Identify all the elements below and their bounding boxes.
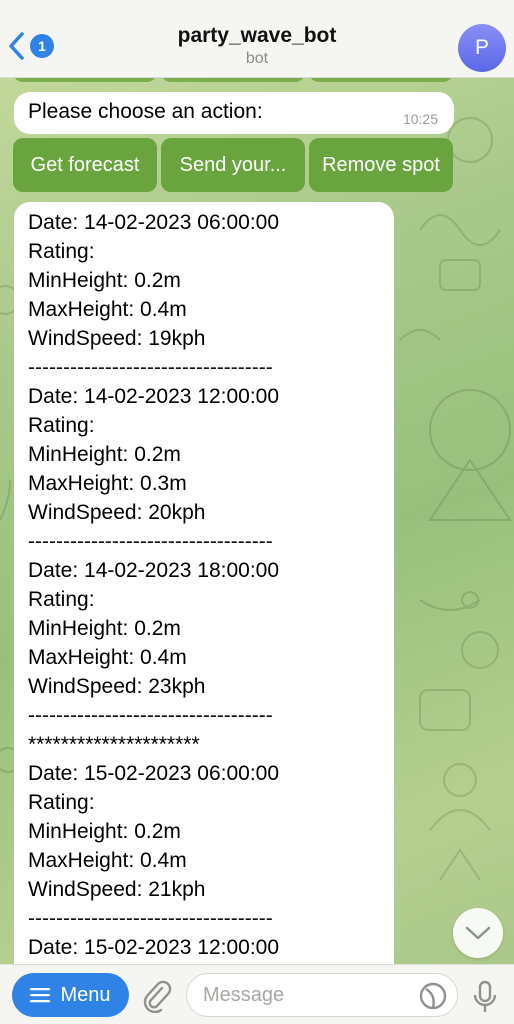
remove-spot-button[interactable]: Remove spot xyxy=(309,138,453,192)
forecast-line: MinHeight: 0.2m xyxy=(28,820,181,843)
message-text: Please choose an action: xyxy=(28,100,263,123)
chat-subtitle: bot xyxy=(245,50,269,67)
chat-title-area[interactable]: party_wave_bot bot xyxy=(100,24,414,68)
forecast-line: MinHeight: 0.2m xyxy=(28,269,181,292)
microphone-icon[interactable] xyxy=(470,979,500,1015)
get-forecast-button[interactable]: Get forecast xyxy=(13,138,157,192)
chat-title: party_wave_bot xyxy=(177,24,337,47)
forecast-line: MaxHeight: 0.3m xyxy=(28,472,187,495)
forecast-line: Date: 15-02-2023 06:00:00 xyxy=(28,762,280,785)
forecast-line: Date: 14-02-2023 18:00:00 xyxy=(28,559,280,582)
forecast-asterisk-divider: ********************* xyxy=(28,733,200,756)
forecast-line: MaxHeight: 0.4m xyxy=(28,646,187,669)
chevron-left-icon xyxy=(9,32,24,60)
forecast-line: WindSpeed: 23kph xyxy=(28,675,206,698)
forecast-line: Rating: xyxy=(28,414,95,437)
hamburger-icon xyxy=(30,988,51,1003)
message-input[interactable] xyxy=(186,973,458,1017)
menu-button[interactable]: Menu xyxy=(12,973,129,1017)
forecast-line: Date: 15-02-2023 12:00:00 xyxy=(28,936,280,959)
forecast-separator: ----------------------------------- xyxy=(28,704,273,727)
forecast-separator: ----------------------------------- xyxy=(28,356,273,379)
paperclip-icon[interactable] xyxy=(140,979,174,1013)
menu-label: Menu xyxy=(60,983,111,1006)
forecast-line: MaxHeight: 0.4m xyxy=(28,849,187,872)
send-your-button[interactable]: Send your... xyxy=(161,138,305,192)
prompt-message-bubble: Please choose an action: 10:25 xyxy=(14,92,454,134)
message-time: 10:25 xyxy=(402,111,438,127)
unread-badge: 1 xyxy=(30,34,54,58)
forecast-separator: ----------------------------------- xyxy=(28,907,273,930)
chat-area[interactable]: Please choose an action: 10:25 Get forec… xyxy=(0,0,514,964)
sticker-icon[interactable] xyxy=(418,981,448,1011)
avatar[interactable]: P xyxy=(458,24,506,72)
back-button[interactable]: 1 xyxy=(6,26,54,66)
forecast-line: MaxHeight: 0.4m xyxy=(28,298,187,321)
forecast-line: WindSpeed: 20kph xyxy=(28,501,206,524)
forecast-line: MinHeight: 0.2m xyxy=(28,617,181,640)
forecast-message-bubble: Date: 14-02-2023 06:00:00 Rating: MinHei… xyxy=(14,202,394,964)
chevron-down-icon xyxy=(465,926,491,940)
bot-keyboard: Get forecast Send your... Remove spot xyxy=(13,138,453,192)
chat-header: 1 party_wave_bot bot P xyxy=(0,0,514,78)
forecast-line: Date: 14-02-2023 12:00:00 xyxy=(28,385,280,408)
forecast-line: Date: 14-02-2023 06:00:00 xyxy=(28,211,280,234)
forecast-separator: ----------------------------------- xyxy=(28,530,273,553)
forecast-line: Rating: xyxy=(28,240,95,263)
forecast-line: Rating: xyxy=(28,791,95,814)
input-bar: Menu xyxy=(0,964,514,1024)
forecast-line: Rating: xyxy=(28,588,95,611)
forecast-line: WindSpeed: 19kph xyxy=(28,327,206,350)
forecast-line: MinHeight: 0.2m xyxy=(28,443,181,466)
scroll-down-button[interactable] xyxy=(453,908,503,958)
forecast-line: WindSpeed: 21kph xyxy=(28,878,206,901)
